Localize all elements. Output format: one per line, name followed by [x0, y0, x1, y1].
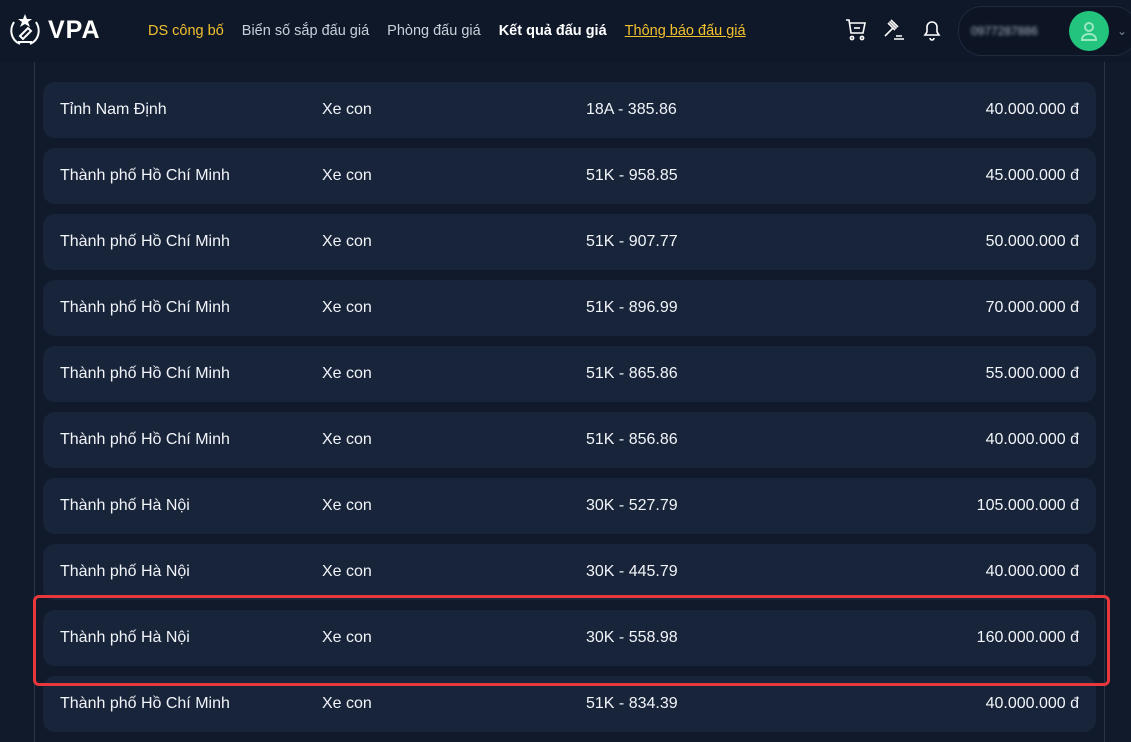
nav-thong-bao-dau-gia[interactable]: Thông báo đấu giá [624, 23, 746, 39]
province-cell: Thành phố Hồ Chí Minh [60, 695, 230, 712]
table-row[interactable]: Thành phố Hồ Chí Minh Xe con 51K - 865.86 5… [43, 346, 1096, 402]
vehicle-type-cell: Xe con [322, 101, 372, 118]
logo-text: VPA [48, 15, 101, 44]
province-cell: Thành phố Hồ Chí Minh [60, 431, 230, 448]
cart-icon[interactable] [844, 17, 868, 43]
province-cell: Thành phố Hà Nội [60, 629, 190, 646]
user-phone: 0977287886 [971, 24, 1038, 38]
gavel-icon[interactable] [882, 17, 906, 43]
vehicle-type-cell: Xe con [322, 431, 372, 448]
plate-number-cell: 51K - 896.99 [586, 299, 678, 316]
price-cell: 45.000.000 đ [985, 167, 1079, 184]
table-row[interactable]: Thành phố Hồ Chí Minh Xe con 51K - 958.85 4… [43, 148, 1096, 204]
plate-number-cell: 30K - 558.98 [586, 629, 678, 646]
table-row[interactable]: Thành phố Hà Nội Xe con 30K - 527.79 105.00… [43, 478, 1096, 534]
vehicle-type-cell: Xe con [322, 167, 372, 184]
vehicle-type-cell: Xe con [322, 299, 372, 316]
plate-number-cell: 51K - 907.77 [586, 233, 678, 250]
nav-bien-so-sap-dau-gia[interactable]: Biển số sắp đấu giá [241, 23, 370, 39]
chevron-down-icon[interactable]: ⌄ [1117, 24, 1128, 38]
nav-ket-qua-dau-gia[interactable]: Kết quả đấu giá [498, 23, 607, 39]
vehicle-type-cell: Xe con [322, 497, 372, 514]
user-menu[interactable]: 0977287886 ⌄ [958, 6, 1131, 56]
price-cell: 40.000.000 đ [985, 563, 1079, 580]
price-cell: 40.000.000 đ [985, 431, 1079, 448]
plate-number-cell: 51K - 865.86 [586, 365, 678, 382]
price-cell: 55.000.000 đ [985, 365, 1079, 382]
plate-number-cell: 18A - 385.86 [586, 101, 677, 118]
province-cell: Thành phố Hồ Chí Minh [60, 167, 230, 184]
price-cell: 70.000.000 đ [985, 299, 1079, 316]
nav-ds-cong-bo[interactable]: DS công bố [148, 23, 224, 39]
vehicle-type-cell: Xe con [322, 695, 372, 712]
results-container [34, 62, 1105, 742]
plate-number-cell: 30K - 445.79 [586, 563, 678, 580]
price-cell: 40.000.000 đ [985, 695, 1079, 712]
vehicle-type-cell: Xe con [322, 365, 372, 382]
province-cell: Thành phố Hồ Chí Minh [60, 365, 230, 382]
vehicle-type-cell: Xe con [322, 629, 372, 646]
plate-number-cell: 51K - 958.85 [586, 167, 678, 184]
price-cell: 50.000.000 đ [985, 233, 1079, 250]
vehicle-type-cell: Xe con [322, 233, 372, 250]
province-cell: Thành phố Hồ Chí Minh [60, 299, 230, 316]
table-row[interactable]: Thành phố Hà Nội Xe con 30K - 558.98 160.00… [43, 610, 1096, 666]
province-cell: Thành phố Hồ Chí Minh [60, 233, 230, 250]
bell-icon[interactable] [920, 17, 944, 43]
vehicle-type-cell: Xe con [322, 563, 372, 580]
top-navbar: VPA DS công bố Biển số sắp đấu giá Phòng… [0, 0, 1131, 62]
user-icon [1080, 22, 1098, 41]
table-row[interactable]: Thành phố Hồ Chí Minh Xe con 51K - 834.39 4… [43, 676, 1096, 732]
province-cell: Tỉnh Nam Định [60, 101, 167, 118]
price-cell: 40.000.000 đ [985, 101, 1079, 118]
plate-number-cell: 30K - 527.79 [586, 497, 678, 514]
price-cell: 160.000.000 đ [976, 629, 1079, 646]
table-row[interactable]: Thành phố Hồ Chí Minh Xe con 51K - 856.86 4… [43, 412, 1096, 468]
province-cell: Thành phố Hà Nội [60, 497, 190, 514]
plate-number-cell: 51K - 834.39 [586, 695, 678, 712]
province-cell: Thành phố Hà Nội [60, 563, 190, 580]
table-row[interactable]: Thành phố Hồ Chí Minh Xe con 51K - 907.77 5… [43, 214, 1096, 270]
price-cell: 105.000.000 đ [976, 497, 1079, 514]
table-row[interactable]: Thành phố Hồ Chí Minh Xe con 51K - 896.99 7… [43, 280, 1096, 336]
main-nav: DS công bố Biển số sắp đấu giá Phòng đấu… [148, 23, 746, 39]
nav-phong-dau-gia[interactable]: Phòng đấu giá [387, 23, 481, 39]
vpa-logo[interactable]: VPA [8, 12, 101, 48]
plate-number-cell: 51K - 856.86 [586, 431, 678, 448]
emblem-icon [10, 14, 40, 45]
table-row[interactable]: Thành phố Hà Nội Xe con 30K - 445.79 40.000… [43, 544, 1096, 600]
avatar[interactable] [1069, 11, 1109, 51]
table-row[interactable]: Tỉnh Nam Định Xe con 18A - 385.86 40.000.00… [43, 82, 1096, 138]
